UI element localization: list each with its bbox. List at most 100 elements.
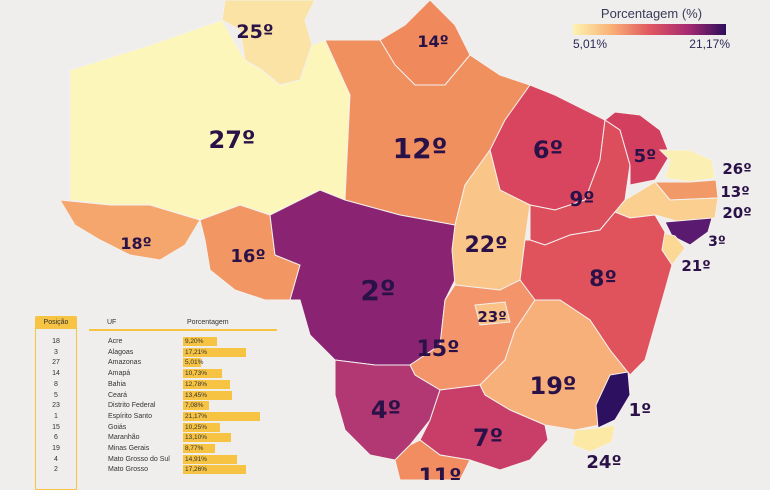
state-df[interactable]: [474, 301, 511, 326]
table-row: 15 Goiás 10,25%: [35, 422, 277, 433]
row-percent: 10,25%: [185, 423, 208, 431]
rank-label-mato-grosso-do-sul: 4º: [371, 396, 401, 424]
row-percent: 13,45%: [185, 391, 208, 399]
rank-label-minas-gerais: 19º: [530, 372, 577, 400]
row-uf: Acre: [108, 338, 123, 345]
legend-title: Porcentagem (%): [600, 6, 703, 21]
rank-label-maranhao: 6º: [533, 136, 563, 164]
rank-label-mato-grosso: 2º: [360, 274, 395, 307]
row-bar: [183, 444, 215, 453]
row-uf: Mato Grosso: [108, 466, 149, 474]
state-espirito-santo[interactable]: [595, 371, 631, 429]
table-row: 18 Acre 9,20%: [35, 336, 277, 347]
row-bar: [183, 358, 202, 368]
row-percent: 13,10%: [185, 434, 208, 442]
legend-gradient: [573, 24, 726, 35]
table-row: 3 Alagoas 17,21%: [35, 347, 277, 358]
rank-label-sao-paulo: 7º: [473, 424, 503, 452]
row-uf: Ceará: [108, 391, 128, 399]
row-percent: 17,26%: [185, 466, 208, 474]
rank-label-amazonas: 27º: [209, 126, 256, 154]
state-acre[interactable]: [59, 199, 201, 261]
state-parana[interactable]: [394, 439, 471, 480]
rank-label-rio-de-janeiro: 24º: [586, 452, 621, 473]
table-row: 27 Amazonas 5,01%: [35, 357, 277, 368]
row-position: 14: [52, 370, 60, 378]
rank-label-ceara: 5º: [634, 146, 657, 167]
row-percent: 21,17%: [185, 412, 208, 420]
table-row: 8 Bahia 12,78%: [35, 379, 277, 390]
table-row: 14 Amapá 10,73%: [35, 368, 277, 379]
rank-label-sergipe: 21º: [681, 257, 710, 275]
rank-label-parana: 11º: [418, 465, 461, 480]
row-percent: 5,01%: [185, 359, 204, 367]
table-row: 2 Mato Grosso 17,26%: [35, 464, 277, 475]
rank-label-tocantins: 22º: [464, 233, 507, 258]
row-uf: Espírito Santo: [108, 412, 152, 420]
row-uf: Distrito Federal: [108, 402, 156, 410]
state-rn[interactable]: [658, 149, 716, 183]
row-uf: Amazonas: [108, 359, 142, 367]
row-bar: [183, 433, 231, 443]
rank-label-acre: 18º: [120, 234, 151, 253]
header-position: Posição: [35, 316, 77, 329]
table-row: 4 Mato Grosso do Sul 14,91%: [35, 454, 277, 465]
state-mato-grosso-do-sul[interactable]: [334, 359, 441, 461]
row-bar: [183, 347, 246, 357]
row-position: 27: [52, 359, 60, 367]
row-bar: [183, 390, 232, 400]
row-position: 4: [54, 455, 58, 463]
row-bar: [183, 337, 217, 346]
ranking-table: Posição UF Porcentagem 18 Acre 9,20% 3 Al…: [35, 316, 277, 490]
rank-label-paraiba: 13º: [720, 183, 749, 201]
row-bar: [183, 401, 209, 411]
row-percent: 7,08%: [185, 402, 204, 410]
header-percent: Porcentagem: [187, 319, 229, 326]
rank-label-rondonia: 16º: [230, 246, 265, 267]
row-uf: Alagoas: [108, 348, 134, 356]
state-rio-de-janeiro[interactable]: [571, 424, 616, 453]
row-uf: Bahia: [108, 380, 126, 388]
row-bar: [183, 454, 238, 464]
state-ceara[interactable]: [604, 111, 671, 186]
legend-min: 5,01%: [573, 37, 608, 51]
row-uf: Mato Grosso do Sul: [108, 455, 170, 463]
row-position: 23: [52, 402, 60, 410]
row-percent: 9,20%: [185, 338, 204, 345]
table-row: 23 Distrito Federal 7,08%: [35, 400, 277, 411]
row-position: 5: [54, 391, 58, 399]
table-row: 6 Maranhão 13,10%: [35, 432, 277, 443]
row-position: 8: [54, 380, 58, 388]
row-position: 6: [54, 434, 58, 442]
row-bar: [183, 465, 246, 475]
row-percent: 14,91%: [185, 455, 208, 463]
rank-label-pernambuco: 20º: [722, 204, 751, 222]
legend-max: 21,17%: [689, 37, 730, 51]
rank-label-roraima: 25º: [236, 21, 273, 43]
row-uf: Minas Gerais: [108, 445, 150, 452]
row-percent: 12,78%: [185, 380, 208, 388]
row-position: 19: [52, 445, 60, 452]
row-percent: 10,73%: [185, 370, 208, 378]
row-position: 18: [52, 338, 60, 345]
row-bar: [183, 411, 260, 421]
rank-label-bahia: 8º: [589, 267, 617, 292]
rank-label-goias: 15º: [416, 337, 459, 362]
row-percent: 8,77%: [185, 445, 204, 452]
row-position: 15: [52, 423, 60, 431]
rank-label-piaui: 9º: [569, 187, 594, 211]
row-position: 2: [54, 466, 58, 474]
table-row: 5 Ceará 13,45%: [35, 390, 277, 401]
rank-label-alagoas: 3º: [708, 234, 726, 250]
row-position: 1: [54, 412, 58, 420]
rank-label-espirito-santo: 1º: [629, 400, 652, 421]
row-percent: 17,21%: [185, 348, 208, 356]
rank-label-rio-grande-do-norte: 26º: [722, 160, 751, 178]
row-uf: Goiás: [108, 423, 127, 431]
row-bar: [183, 422, 221, 432]
table-row: 1 Espírito Santo 21,17%: [35, 411, 277, 422]
row-bar: [183, 369, 222, 379]
rank-label-distrito-federal: 23º: [477, 308, 506, 326]
rank-label-amapa: 14º: [417, 32, 448, 51]
